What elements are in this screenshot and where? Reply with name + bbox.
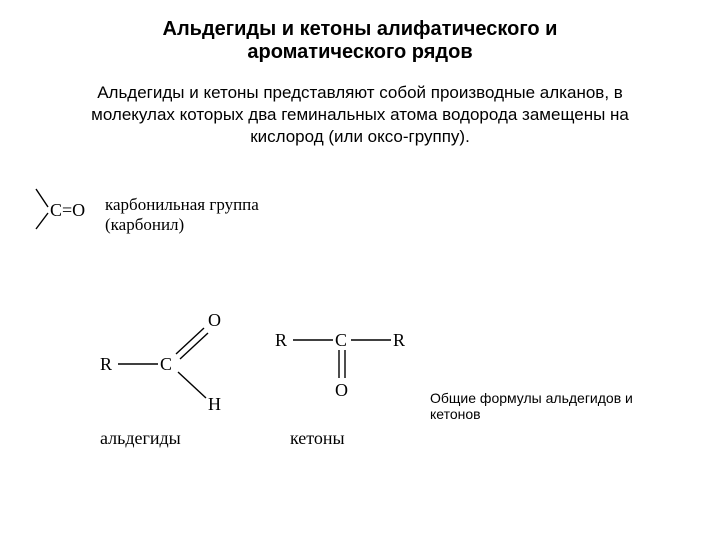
carbonyl-bond-lower xyxy=(36,213,48,229)
body-line-2: молекулах которых два геминальных атома … xyxy=(91,105,629,124)
carbonyl-label-line-2: (карбонил) xyxy=(105,215,184,234)
slide-page: Альдегиды и кетоны алифатического и аром… xyxy=(0,0,720,540)
ketone-R1: R xyxy=(275,330,287,350)
aldehyde-bond-CH xyxy=(178,372,206,398)
aldehyde-H: H xyxy=(208,394,221,414)
aldehyde-label: альдегиды xyxy=(100,428,181,449)
title-line-2: ароматического рядов xyxy=(247,41,472,63)
ketone-C: C xyxy=(335,330,347,350)
title-line-1: Альдегиды и кетоны алифатического и xyxy=(163,18,558,40)
carbonyl-label-line-1: карбонильная группа xyxy=(105,195,259,214)
slide-title: Альдегиды и кетоны алифатического и аром… xyxy=(0,18,720,64)
body-line-1: Альдегиды и кетоны представляют собой пр… xyxy=(97,83,623,102)
aldehyde-C: C xyxy=(160,354,172,374)
caption-line-1: Общие формулы альдегидов и xyxy=(430,390,633,406)
carbonyl-label: карбонильная группа (карбонил) xyxy=(105,195,259,235)
carbonyl-structure: C=O xyxy=(30,185,90,235)
ketone-O: O xyxy=(335,380,348,400)
aldehyde-R: R xyxy=(100,354,112,374)
carbonyl-formula: C=O xyxy=(50,200,85,220)
ketone-structure: R C R O xyxy=(275,320,425,420)
ketone-R2: R xyxy=(393,330,405,350)
body-line-3: кислород (или оксо-группу). xyxy=(250,127,470,146)
body-paragraph: Альдегиды и кетоны представляют собой пр… xyxy=(0,82,720,148)
carbonyl-bond-upper xyxy=(36,189,48,207)
formulas-caption: Общие формулы альдегидов и кетонов xyxy=(430,390,680,422)
aldehyde-O: O xyxy=(208,310,221,330)
aldehyde-structure: R C O H xyxy=(100,310,240,420)
caption-line-2: кетонов xyxy=(430,406,481,422)
ketone-label: кетоны xyxy=(290,428,345,449)
